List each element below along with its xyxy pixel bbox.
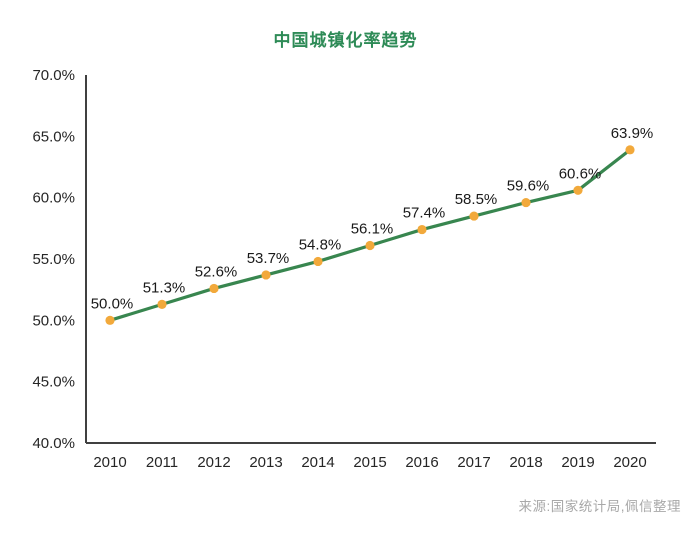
x-axis-tick-label: 2020 — [613, 454, 646, 471]
x-axis-tick-label: 2013 — [249, 454, 282, 471]
y-axis-tick-label: 55.0% — [32, 251, 75, 268]
y-axis-tick-label: 50.0% — [32, 312, 75, 329]
y-axis-tick-label: 45.0% — [32, 374, 75, 391]
y-axis-tick-label: 60.0% — [32, 190, 75, 207]
data-point-label: 52.6% — [195, 263, 238, 280]
data-point — [469, 211, 479, 221]
x-axis-tick-label: 2014 — [301, 454, 334, 471]
source-note: 来源:国家统计局,佩信整理 — [518, 499, 681, 514]
data-point-label: 56.1% — [351, 221, 394, 238]
x-axis-tick-label: 2018 — [509, 454, 542, 471]
data-point-label: 60.6% — [559, 165, 602, 182]
x-axis-tick-label: 2015 — [353, 454, 386, 471]
data-point-label: 53.7% — [247, 250, 290, 267]
chart-title: 中国城镇化率趋势 — [273, 31, 418, 50]
data-point — [573, 185, 583, 195]
data-point-label: 63.9% — [611, 125, 654, 142]
y-axis-tick-label: 40.0% — [32, 435, 75, 452]
data-point — [261, 270, 271, 280]
data-point — [521, 197, 531, 208]
data-point-label: 57.4% — [403, 205, 446, 222]
data-point-label: 51.3% — [143, 279, 186, 296]
y-axis-tick-label: 65.0% — [32, 128, 75, 145]
data-point — [313, 256, 323, 267]
data-point — [365, 240, 375, 251]
data-point — [417, 224, 427, 235]
data-point — [625, 145, 635, 155]
data-point — [157, 299, 167, 309]
x-axis-tick-label: 2010 — [93, 454, 126, 471]
y-axis-tick-label: 70.0% — [32, 67, 75, 84]
data-point — [209, 283, 219, 294]
data-point-label: 50.0% — [91, 295, 134, 312]
data-point-label: 58.5% — [455, 191, 498, 208]
x-axis-tick-label: 2016 — [405, 454, 438, 471]
x-axis-tick-label: 2011 — [146, 454, 178, 471]
data-point-label: 59.6% — [507, 178, 550, 195]
x-axis-tick-label: 2012 — [197, 454, 230, 471]
x-axis-tick-label: 2019 — [561, 454, 594, 471]
x-axis-tick-label: 2017 — [457, 454, 490, 471]
data-point-label: 54.8% — [299, 236, 342, 253]
data-point — [105, 315, 115, 325]
